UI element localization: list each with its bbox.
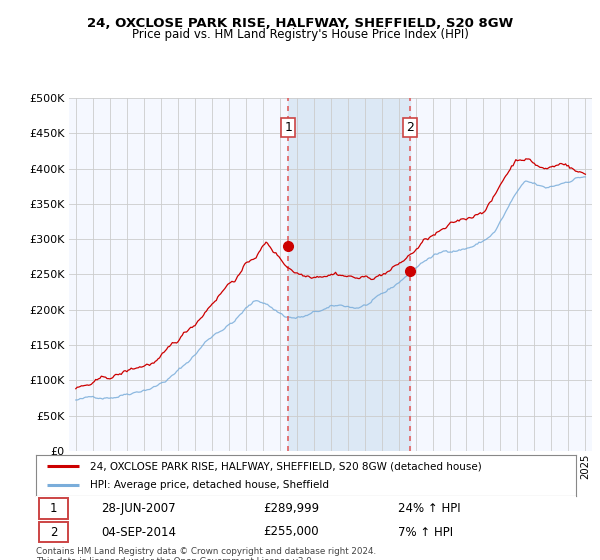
FancyBboxPatch shape [39, 498, 68, 519]
Text: 1: 1 [50, 502, 58, 515]
Text: £255,000: £255,000 [263, 525, 319, 539]
Text: Contains HM Land Registry data © Crown copyright and database right 2024.
This d: Contains HM Land Registry data © Crown c… [36, 547, 376, 560]
Text: 04-SEP-2014: 04-SEP-2014 [101, 525, 176, 539]
Text: HPI: Average price, detached house, Sheffield: HPI: Average price, detached house, Shef… [90, 480, 329, 489]
Text: £289,999: £289,999 [263, 502, 319, 515]
Text: 2: 2 [406, 121, 414, 134]
Bar [288, 98, 410, 451]
Text: Price paid vs. HM Land Registry's House Price Index (HPI): Price paid vs. HM Land Registry's House … [131, 28, 469, 41]
FancyBboxPatch shape [39, 522, 68, 542]
Text: 1: 1 [284, 121, 292, 134]
Text: 28-JUN-2007: 28-JUN-2007 [101, 502, 175, 515]
Text: 24% ↑ HPI: 24% ↑ HPI [398, 502, 460, 515]
Text: 2: 2 [50, 525, 58, 539]
Text: 24, OXCLOSE PARK RISE, HALFWAY, SHEFFIELD, S20 8GW: 24, OXCLOSE PARK RISE, HALFWAY, SHEFFIEL… [87, 17, 513, 30]
Text: 7% ↑ HPI: 7% ↑ HPI [398, 525, 453, 539]
Text: 24, OXCLOSE PARK RISE, HALFWAY, SHEFFIELD, S20 8GW (detached house): 24, OXCLOSE PARK RISE, HALFWAY, SHEFFIEL… [90, 461, 482, 471]
